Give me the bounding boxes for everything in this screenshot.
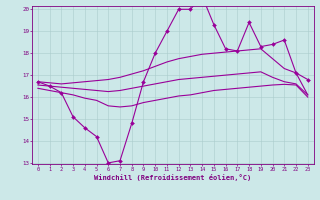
X-axis label: Windchill (Refroidissement éolien,°C): Windchill (Refroidissement éolien,°C): [94, 174, 252, 181]
